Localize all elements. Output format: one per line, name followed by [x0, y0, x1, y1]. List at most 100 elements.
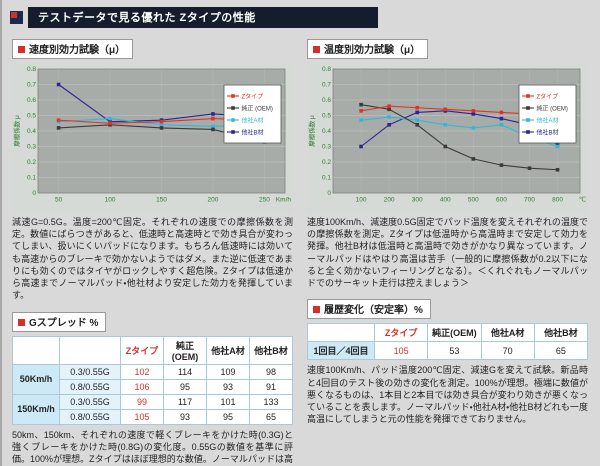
- row-label-g: 0.3/0.55G: [59, 393, 121, 410]
- svg-text:0.4: 0.4: [322, 128, 331, 135]
- svg-text:0.2: 0.2: [322, 159, 331, 166]
- temperature-test-section-title: 温度別効力試験（μ）: [324, 45, 421, 56]
- svg-text:200: 200: [384, 197, 395, 204]
- page-title: テストデータで見る優れた Zタイプの性能: [28, 7, 378, 28]
- svg-text:200: 200: [208, 197, 219, 204]
- value-cell: 106: [120, 378, 164, 395]
- value-cell: 53: [427, 341, 482, 361]
- table-row: 0.8/0.55G 105 93 95 65: [13, 408, 293, 425]
- svg-text:0.5: 0.5: [322, 113, 331, 120]
- svg-text:50: 50: [55, 197, 63, 204]
- svg-text:0.3: 0.3: [27, 144, 36, 151]
- svg-text:℃: ℃: [579, 196, 586, 204]
- svg-text:0.6: 0.6: [322, 97, 331, 104]
- value-cell: 101: [206, 393, 250, 410]
- svg-text:Zタイプ: Zタイプ: [537, 92, 559, 100]
- stability-section-label: 履歴変化（安定率）%: [307, 299, 431, 320]
- svg-text:0.1: 0.1: [322, 175, 331, 182]
- corner-cell: [12, 335, 60, 365]
- row-group-50kmh: 50Km/h: [12, 363, 60, 395]
- site-logo-icon: [10, 11, 23, 24]
- value-cell: 99: [120, 393, 164, 410]
- column-header-other-a: 他社A材: [480, 323, 535, 343]
- value-cell: 105: [373, 341, 429, 361]
- svg-text:800: 800: [552, 197, 563, 204]
- svg-text:他社A材: 他社A材: [537, 116, 559, 124]
- svg-text:500: 500: [468, 197, 479, 204]
- value-cell: 109: [206, 363, 250, 380]
- svg-text:Km/h: Km/h: [276, 197, 292, 204]
- svg-text:他社B材: 他社B材: [537, 128, 559, 136]
- svg-text:0.2: 0.2: [27, 159, 36, 166]
- svg-text:0.6: 0.6: [27, 97, 36, 104]
- value-cell: 91: [249, 378, 293, 395]
- svg-text:0.8: 0.8: [322, 66, 331, 73]
- stability-section-title: 履歴変化（安定率）%: [324, 305, 423, 317]
- column-header-ztype: Zタイプ: [373, 323, 429, 343]
- page-header: テストデータで見る優れた Zタイプの性能: [2, 0, 600, 31]
- svg-text:0.7: 0.7: [27, 82, 36, 89]
- temperature-test-section-label: 温度別効力試験（μ）: [307, 39, 429, 59]
- value-cell: 70: [480, 341, 535, 361]
- speed-test-section-title: 速度別効力試験（μ）: [29, 45, 126, 56]
- svg-text:0.4: 0.4: [27, 128, 36, 135]
- speed-test-chart: 50 100 150 200 250 0 0.1 0.2 0.3 0.4 0.5 0.6 0.7 0.8 K…: [12, 63, 293, 213]
- red-square-bullet-icon: [18, 318, 25, 326]
- column-header-other-b: 他社B材: [533, 323, 589, 343]
- corner-cell: [59, 335, 121, 365]
- row-label-g: 0.8/0.55G: [59, 378, 121, 395]
- svg-text:400: 400: [440, 197, 451, 204]
- g-spread-description: 50km、150km、それぞれの速度で軽くブレーキをかけた時(0.3G)と強くブ…: [12, 429, 293, 465]
- svg-text:700: 700: [524, 197, 535, 204]
- svg-text:0: 0: [32, 190, 36, 197]
- speed-test-description: 減速G=0.5G。温度=200℃固定。それぞれの速度での摩擦係数を測定。数値にば…: [12, 217, 293, 301]
- value-cell: 102: [120, 363, 164, 380]
- value-cell: 95: [163, 378, 207, 395]
- svg-text:150: 150: [156, 197, 167, 204]
- value-cell: 98: [249, 363, 293, 380]
- value-cell: 133: [249, 393, 293, 410]
- svg-text:100: 100: [105, 197, 116, 204]
- svg-text:600: 600: [496, 197, 507, 204]
- stability-description: 速度100Km/h、パッド温度200℃固定、減速Gを変えて試験。新品時と4回目の…: [307, 365, 588, 425]
- value-cell: 114: [163, 363, 207, 380]
- svg-text:0: 0: [327, 190, 331, 197]
- value-cell: 105: [120, 408, 164, 425]
- value-cell: 65: [533, 341, 589, 361]
- svg-text:他社A材: 他社A材: [242, 116, 264, 124]
- svg-text:Zタイプ: Zタイプ: [242, 92, 264, 100]
- g-spread-section-title: Gスプレッド %: [29, 317, 99, 329]
- svg-text:0.3: 0.3: [322, 144, 331, 151]
- value-cell: 95: [206, 408, 250, 425]
- row-group-150kmh: 150Km/h: [12, 393, 60, 425]
- table-header-row: Zタイプ 純正(OEM) 他社A材 他社B材: [12, 335, 293, 365]
- svg-text:純正 (OEM): 純正 (OEM): [537, 104, 568, 112]
- corner-cell: [307, 323, 375, 343]
- value-cell: 93: [163, 408, 207, 425]
- speed-test-section-label: 速度別効力試験（μ）: [12, 39, 134, 59]
- value-cell: 93: [206, 378, 250, 395]
- svg-text:他社B材: 他社B材: [242, 128, 264, 136]
- column-header-other-a: 他社A材: [206, 335, 250, 365]
- red-square-bullet-icon: [313, 46, 320, 53]
- svg-text:300: 300: [412, 197, 423, 204]
- svg-text:0.1: 0.1: [27, 175, 36, 182]
- content-columns: 速度別効力試験（μ） 50 100 150 200 250 0 0.1 0.2 0.3 0.4 0.…: [2, 31, 600, 466]
- red-square-bullet-icon: [313, 306, 320, 314]
- stability-table: Zタイプ 純正(OEM) 他社A材 他社B材 1回目／4回目 105 53 70…: [307, 323, 589, 361]
- svg-text:摩擦係数 μ: 摩擦係数 μ: [12, 115, 21, 147]
- red-square-bullet-icon: [18, 46, 25, 53]
- table-header-row: Zタイプ 純正(OEM) 他社A材 他社B材: [307, 323, 589, 343]
- temperature-test-chart: 100 200 300 400 500 600 700 800 0 0.1 0.2 0.3 0.4 0.5…: [307, 63, 588, 213]
- svg-text:純正 (OEM): 純正 (OEM): [242, 104, 273, 112]
- column-header-other-b: 他社B材: [249, 335, 293, 365]
- table-row: 150Km/h 0.3/0.55G 99 117 101 133: [12, 393, 293, 425]
- table-row: 50Km/h 0.3/0.55G 102 114 109 98: [12, 363, 293, 395]
- speed-test-column: 速度別効力試験（μ） 50 100 150 200 250 0 0.1 0.2 0.3 0.4 0.…: [12, 37, 293, 466]
- temperature-test-column: 温度別効力試験（μ） 100 200 300 400 500 600 700 800 0 0.1 0…: [307, 37, 589, 466]
- svg-text:250: 250: [259, 197, 270, 204]
- column-header-ztype: Zタイプ: [120, 335, 164, 365]
- svg-text:0.5: 0.5: [27, 113, 36, 120]
- svg-text:摩擦係数 μ: 摩擦係数 μ: [307, 115, 316, 147]
